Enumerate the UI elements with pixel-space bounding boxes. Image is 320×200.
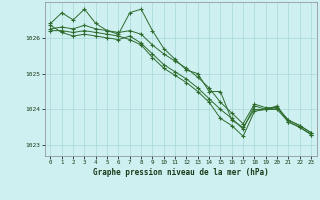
X-axis label: Graphe pression niveau de la mer (hPa): Graphe pression niveau de la mer (hPa): [93, 168, 269, 177]
